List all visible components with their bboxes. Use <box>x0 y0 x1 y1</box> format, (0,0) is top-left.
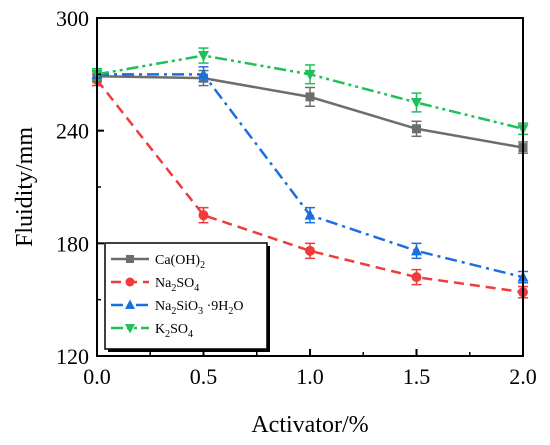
legend-item: Na2SiO3 ·9H2O <box>111 299 244 317</box>
y-tick-label: 300 <box>56 6 89 31</box>
x-tick-label: 0.5 <box>190 364 218 389</box>
y-tick-label: 180 <box>56 231 89 256</box>
y-tick-label: 240 <box>56 119 89 144</box>
legend-item: Na2SO4 <box>111 276 199 294</box>
legend: Ca(OH)2 Na2SO4 Na2SiO3 ·9H2O K2SO4 <box>104 242 270 352</box>
data-point <box>304 69 316 81</box>
y-tick-label: 120 <box>56 344 89 369</box>
legend-label: Na2SO4 <box>155 276 199 294</box>
data-point <box>411 98 422 109</box>
x-tick-label: 1.5 <box>403 364 431 389</box>
data-point <box>125 277 135 287</box>
data-point <box>305 92 315 102</box>
data-point <box>304 209 316 220</box>
data-point <box>198 68 209 79</box>
legend-item: K2SO4 <box>111 322 193 340</box>
data-point <box>125 299 135 309</box>
legend-label: K2SO4 <box>155 322 193 340</box>
legend-label: Ca(OH)2 <box>155 253 205 271</box>
data-point <box>412 124 421 134</box>
data-point <box>411 272 422 283</box>
data-point <box>126 255 134 263</box>
x-tick-label: 0.0 <box>83 364 111 389</box>
y-axis-title: Fluidity/mm <box>12 127 38 247</box>
data-point <box>125 324 135 334</box>
data-point <box>198 51 209 62</box>
x-tick-label: 1.0 <box>296 364 324 389</box>
data-point <box>198 210 209 221</box>
x-axis-title: Activator/% <box>251 412 368 438</box>
legend-label: Na2SiO3 ·9H2O <box>155 299 244 317</box>
legend-item: Ca(OH)2 <box>111 253 205 271</box>
data-point <box>305 245 315 256</box>
data-point <box>411 244 422 256</box>
x-tick-label: 2.0 <box>509 364 537 389</box>
series-line <box>96 79 524 294</box>
